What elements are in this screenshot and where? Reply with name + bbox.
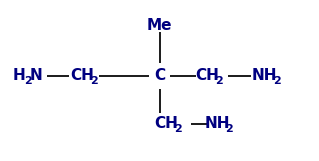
Text: 2: 2 bbox=[225, 124, 233, 134]
Text: 2: 2 bbox=[215, 76, 223, 85]
Text: C: C bbox=[154, 68, 165, 83]
Text: NH: NH bbox=[204, 116, 230, 132]
Text: N: N bbox=[29, 68, 42, 83]
Text: 2: 2 bbox=[273, 76, 281, 85]
Text: NH: NH bbox=[252, 68, 278, 83]
Text: CH: CH bbox=[195, 68, 219, 83]
Text: 2: 2 bbox=[174, 124, 182, 134]
Text: H: H bbox=[13, 68, 26, 83]
Text: 2: 2 bbox=[24, 76, 32, 85]
Text: CH: CH bbox=[154, 116, 178, 132]
Text: 2: 2 bbox=[91, 76, 98, 85]
Text: CH: CH bbox=[70, 68, 94, 83]
Text: Me: Me bbox=[147, 18, 172, 33]
